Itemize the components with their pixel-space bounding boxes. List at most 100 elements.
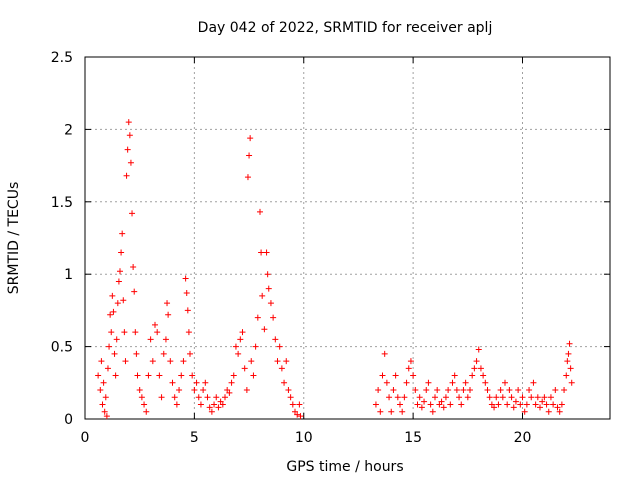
data-point [185,329,192,336]
data-point [497,387,504,394]
data-point [519,394,526,401]
data-point [109,292,116,299]
data-point [547,394,554,401]
data-point [182,275,189,282]
data-point [515,387,522,394]
y-tick-label: 0 [64,412,73,428]
data-point [239,329,246,336]
data-point [265,285,272,292]
data-point [416,394,423,401]
data-point [133,350,140,357]
data-point [228,379,235,386]
data-point [264,271,271,278]
data-point [124,146,131,153]
data-point [294,411,301,418]
data-point [528,394,535,401]
data-point [110,308,117,315]
data-point [145,372,152,379]
data-point [119,230,126,237]
chart-title: Day 042 of 2022, SRMTID for receiver apl… [198,20,493,36]
data-point [127,159,134,166]
data-point [484,387,491,394]
data-point [471,365,478,372]
data-point [296,401,303,408]
data-point [208,408,215,415]
x-tick-label: 10 [295,430,313,446]
data-point [381,350,388,357]
data-point [475,346,482,353]
data-point [122,358,129,365]
data-point [263,249,270,256]
data-point [160,350,167,357]
data-point [464,394,471,401]
data-point [561,387,568,394]
data-point [164,300,171,307]
data-point [482,379,489,386]
data-point [257,208,263,215]
data-point [473,358,480,365]
data-point [252,343,259,350]
data-point [526,387,533,394]
data-point [183,290,190,297]
data-point [250,372,257,379]
data-point [243,387,250,394]
data-point [215,404,222,411]
data-point [434,387,441,394]
y-tick-label: 0.5 [51,340,73,356]
data-point [106,343,113,350]
data-point [566,340,573,347]
data-point [123,172,130,179]
data-point [539,398,546,405]
data-point [554,404,561,411]
data-point [421,398,428,405]
data-point [477,365,484,372]
data-point [289,401,296,408]
y-tick-label: 1 [64,267,73,283]
data-point [375,387,382,394]
y-tick-label: 1.5 [51,195,73,211]
data-point [491,404,498,411]
data-point [403,379,410,386]
data-point [495,401,502,408]
data-point [285,387,292,394]
data-point [517,401,524,408]
data-point [129,210,136,217]
data-point [95,372,102,379]
data-point [412,387,419,394]
data-point [440,404,447,411]
data-point [383,379,390,386]
data-point [213,394,220,401]
data-point [397,401,403,408]
data-point [118,249,125,256]
data-point [254,314,261,321]
data-point [550,401,557,408]
data-point [480,372,487,379]
data-point [195,394,202,401]
data-point [202,379,209,386]
data-point [568,379,575,386]
data-point [508,394,515,401]
data-points [95,119,575,420]
data-point [131,288,138,295]
grid [85,57,610,419]
data-point [442,394,449,401]
data-point [232,343,239,350]
data-point [456,394,463,401]
data-point [197,401,204,408]
data-point [173,401,180,408]
data-point [462,379,469,386]
data-point [451,372,458,379]
data-point [401,394,408,401]
data-point [132,329,139,336]
data-point [460,387,467,394]
data-point [100,379,107,386]
x-tick-label: 20 [514,430,532,446]
data-point [449,379,456,386]
plot-frame [84,56,611,420]
data-point [556,408,563,415]
data-point [506,387,513,394]
data-point [99,401,106,408]
data-point [297,413,304,420]
data-point [410,372,417,379]
